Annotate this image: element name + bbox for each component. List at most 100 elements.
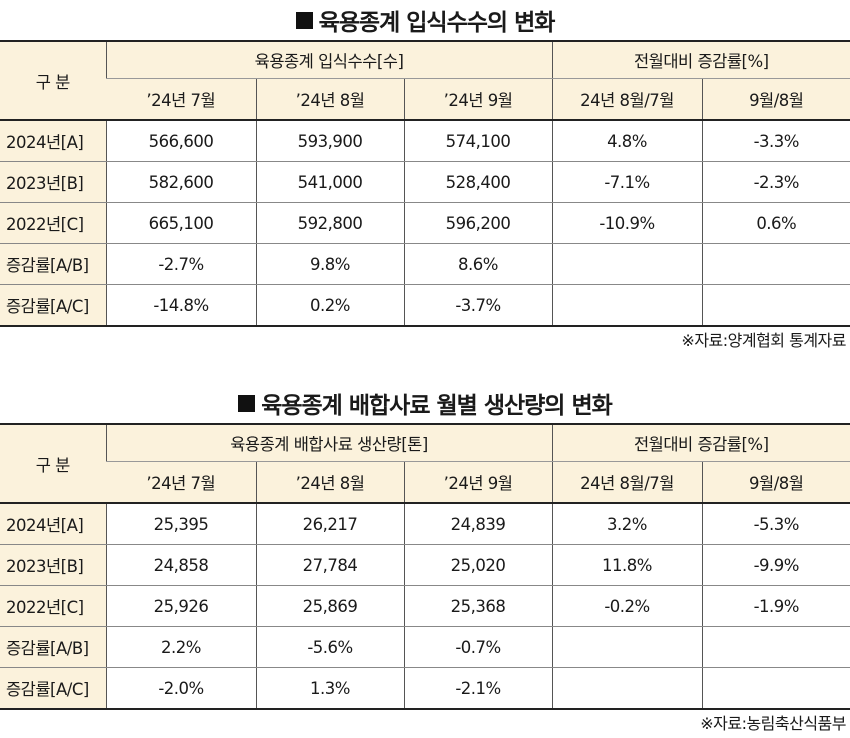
table2: 구 분 육용종계 배합사료 생산량[톤] 전월대비 증감률[%] ’24년 7월… [0, 423, 850, 710]
row-label: 2024년[A] [0, 503, 106, 545]
table-cell: 25,926 [105, 585, 256, 627]
table-cell: 528,400 [403, 161, 553, 203]
table-cell: -14.8% [105, 284, 256, 327]
table-cell: -2.3% [701, 161, 850, 203]
row-label: 2022년[C] [0, 585, 106, 627]
table1-corner-cell: 구 분 [0, 41, 106, 121]
table-cell: 593,900 [255, 120, 404, 162]
table-cell: 566,600 [105, 120, 256, 162]
table2-group-change: 전월대비 증감률[%] [551, 424, 850, 462]
table-cell: 9.8% [255, 243, 404, 285]
table-cell: 3.2% [551, 503, 703, 545]
table-cell [701, 243, 850, 285]
table-cell: 27,784 [255, 544, 404, 586]
table1-title-text: 육용종계 입식수수의 변화 [318, 10, 556, 36]
title-square-icon [295, 11, 313, 29]
table-cell: 0.2% [255, 284, 404, 327]
table2-section: 육용종계 배합사료 월별 생산량의 변화 구 분 육용종계 배합사료 생산량[톤… [0, 383, 850, 738]
table1-header-row-1: 구 분 육용종계 입식수수[수] 전월대비 증감률[%] [0, 41, 850, 121]
table1-title: 육용종계 입식수수의 변화 [0, 0, 850, 40]
table-cell: 574,100 [403, 120, 553, 162]
table-cell [551, 284, 703, 327]
table-cell: -9.9% [701, 544, 850, 586]
table1-header-row-2: ’24년 7월 ’24년 8월 ’24년 9월 24년 8월/7월 9월/8월 [0, 78, 850, 121]
table2-col-header: ’24년 8월 [255, 461, 404, 504]
table1-col-header: ’24년 9월 [403, 78, 553, 121]
table2-title: 육용종계 배합사료 월별 생산량의 변화 [0, 383, 850, 423]
table-cell: 0.6% [701, 202, 850, 244]
table-cell [701, 626, 850, 668]
table2-corner-cell: 구 분 [0, 424, 106, 504]
table2-group-main: 육용종계 배합사료 생산량[톤] [105, 424, 553, 462]
table-cell: 1.3% [255, 667, 404, 710]
table1-col-header: 24년 8월/7월 [551, 78, 703, 121]
table-cell: 24,839 [403, 503, 553, 545]
table2-col-header: ’24년 7월 [106, 461, 256, 504]
table1-col-header: ’24년 8월 [255, 78, 404, 121]
table2-header-row-2: ’24년 7월 ’24년 8월 ’24년 9월 24년 8월/7월 9월/8월 [0, 461, 850, 504]
table-cell: -5.6% [255, 626, 404, 668]
table-row: 2024년[A] 566,600 593,900 574,100 4.8% -3… [0, 120, 850, 162]
row-label: 증감률[A/C] [0, 284, 106, 327]
table-cell: -0.2% [551, 585, 703, 627]
row-label: 2023년[B] [0, 161, 106, 203]
table2-col-header: 24년 8월/7월 [551, 461, 703, 504]
row-label: 증감률[A/B] [0, 243, 106, 285]
table2-col-header: ’24년 9월 [403, 461, 553, 504]
table-cell: -7.1% [551, 161, 703, 203]
table-row: 2024년[A] 25,395 26,217 24,839 3.2% -5.3% [0, 503, 850, 545]
table-cell: 4.8% [551, 120, 703, 162]
row-label: 2022년[C] [0, 202, 106, 244]
table-cell: 11.8% [551, 544, 703, 586]
table-cell: 592,800 [255, 202, 404, 244]
table-cell: 26,217 [255, 503, 404, 545]
table-cell: -3.7% [403, 284, 553, 327]
table-cell: -1.9% [701, 585, 850, 627]
table-cell: 24,858 [105, 544, 256, 586]
table-cell: 25,020 [403, 544, 553, 586]
table-cell: -2.0% [105, 667, 256, 710]
table2-source-note: ※자료:농림축산식품부 [700, 714, 846, 733]
table-cell: -10.9% [551, 202, 703, 244]
table-row: 2023년[B] 582,600 541,000 528,400 -7.1% -… [0, 161, 850, 203]
table2-col-header: 9월/8월 [701, 461, 850, 504]
table1-group-change: 전월대비 증감률[%] [551, 41, 850, 79]
table-cell: 2.2% [105, 626, 256, 668]
table-cell: 25,395 [105, 503, 256, 545]
table-cell [701, 667, 850, 710]
table1-col-header: 9월/8월 [701, 78, 850, 121]
table-row: 2022년[C] 25,926 25,869 25,368 -0.2% -1.9… [0, 585, 850, 627]
row-label: 2024년[A] [0, 120, 106, 162]
row-label: 증감률[A/B] [0, 626, 106, 668]
table1-source-note: ※자료:양계협회 통계자료 [681, 331, 846, 350]
table1-col-header: ’24년 7월 [106, 78, 256, 121]
table1: 구 분 육용종계 입식수수[수] 전월대비 증감률[%] ’24년 7월 ’24… [0, 40, 850, 327]
table-cell: 8.6% [403, 243, 553, 285]
table-cell: 25,869 [255, 585, 404, 627]
table-row: 증감률[A/B] -2.7% 9.8% 8.6% [0, 243, 850, 285]
table-cell: 665,100 [105, 202, 256, 244]
table-row: 2022년[C] 665,100 592,800 596,200 -10.9% … [0, 202, 850, 244]
table-cell [551, 243, 703, 285]
table-row: 증감률[A/B] 2.2% -5.6% -0.7% [0, 626, 850, 668]
table-cell: 596,200 [403, 202, 553, 244]
table-cell [701, 284, 850, 327]
table2-header-row-1: 구 분 육용종계 배합사료 생산량[톤] 전월대비 증감률[%] [0, 424, 850, 504]
table2-title-text: 육용종계 배합사료 월별 생산량의 변화 [261, 393, 613, 419]
table-cell [551, 667, 703, 710]
row-label: 증감률[A/C] [0, 667, 106, 710]
table-cell: -2.7% [105, 243, 256, 285]
table-cell: 541,000 [255, 161, 404, 203]
table1-group-main: 육용종계 입식수수[수] [105, 41, 553, 79]
table-row: 증감률[A/C] -14.8% 0.2% -3.7% [0, 284, 850, 327]
table-cell: 25,368 [403, 585, 553, 627]
title-square-icon [238, 394, 256, 412]
row-label: 2023년[B] [0, 544, 106, 586]
table-cell: 582,600 [105, 161, 256, 203]
table-cell: -3.3% [701, 120, 850, 162]
table-cell [551, 626, 703, 668]
table1-section: 육용종계 입식수수의 변화 구 분 육용종계 입식수수[수] 전월대비 증감률[… [0, 0, 850, 355]
table-row: 2023년[B] 24,858 27,784 25,020 11.8% -9.9… [0, 544, 850, 586]
table-row: 증감률[A/C] -2.0% 1.3% -2.1% [0, 667, 850, 710]
table-cell: -2.1% [403, 667, 553, 710]
